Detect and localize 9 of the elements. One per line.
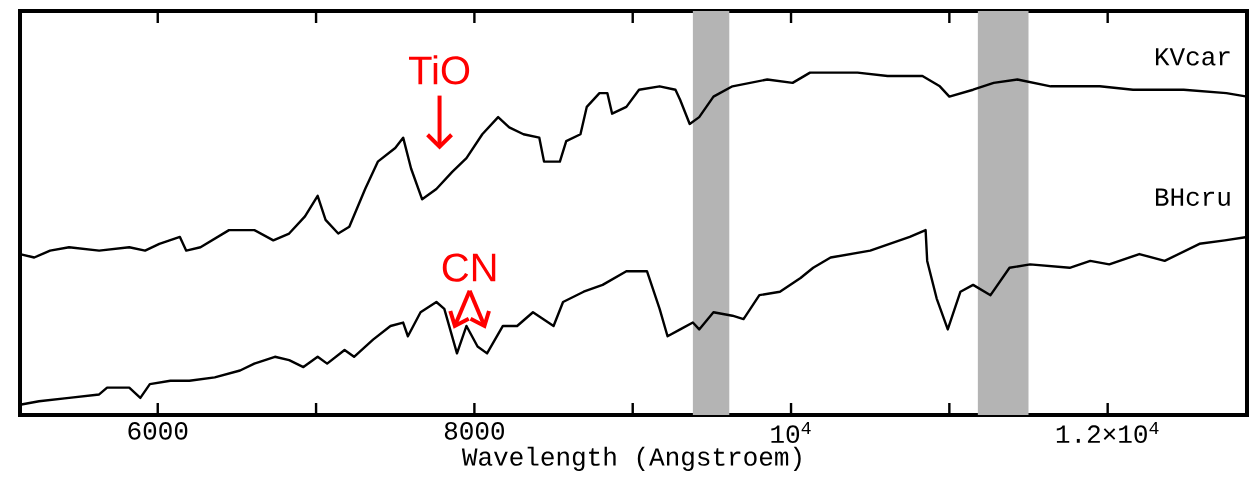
- x-axis-title: Wavelength (Angstroem): [461, 446, 801, 471]
- x-tick-label: 1.2×10$^{4}$: [1056, 422, 1159, 443]
- annotation: TiO: [409, 55, 470, 85]
- annotation: CN: [442, 253, 496, 282]
- series-label: BHcru: [1155, 188, 1230, 206]
- x-tick-label: 6000: [128, 422, 188, 440]
- x-tick-label: 10$^{4}$: [771, 422, 811, 443]
- series-label: KVcar: [1155, 48, 1230, 66]
- x-tick-label: 8000: [444, 422, 504, 440]
